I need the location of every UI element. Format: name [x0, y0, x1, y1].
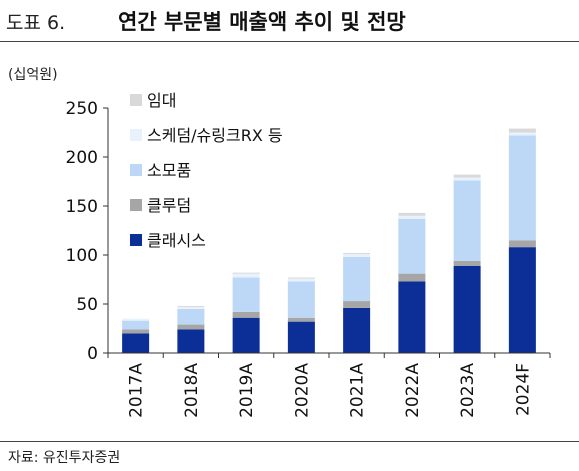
bar-segment: [508, 247, 536, 353]
bar-segment: [287, 321, 315, 353]
legend-swatch: [130, 129, 142, 141]
x-tick-label: 2019A: [237, 363, 257, 418]
y-tick-label: 150: [66, 197, 98, 217]
bar-segment: [343, 307, 371, 353]
bar-segment: [343, 254, 371, 257]
legend-swatch: [130, 199, 142, 211]
bar-segment: [287, 281, 315, 318]
x-tick-label: 2024F: [513, 363, 533, 416]
bar-segment: [398, 215, 426, 219]
bar-segment: [122, 333, 150, 353]
bar-segment: [177, 329, 205, 353]
bar-segment: [398, 273, 426, 282]
bar-segment: [287, 317, 315, 322]
source-note: 자료: 유진투자증권: [8, 450, 121, 466]
x-tick-label: 2021A: [348, 363, 368, 418]
y-tick-label: 0: [87, 344, 98, 364]
figure-header: 도표 6. 연간 부문별 매출액 추이 및 전망: [0, 0, 579, 40]
y-axis: 0 50 100 150 200 250: [66, 99, 109, 364]
bar-stack-2018A: [177, 305, 205, 353]
bar-segment: [232, 317, 260, 353]
bar-segment: [398, 281, 426, 353]
y-tick-label: 50: [76, 295, 98, 315]
bar-stack-2024F: [508, 128, 536, 353]
bar-segment: [287, 278, 315, 282]
bar-segment: [508, 132, 536, 136]
bar-segment: [508, 128, 536, 133]
chart-title: 연간 부문별 매출액 추이 및 전망: [118, 10, 406, 34]
bar-segment: [508, 240, 536, 248]
bar-segment: [177, 305, 205, 307]
y-axis-unit-label: (십억원): [8, 67, 58, 83]
bar-stack-2019A: [232, 272, 260, 353]
bar-segment: [453, 177, 481, 181]
bar-segment: [232, 277, 260, 312]
bar-stack-2021A: [343, 253, 371, 353]
bar-stack-2017A: [122, 318, 150, 353]
legend-label: 소모품: [147, 161, 191, 180]
bar-segment: [177, 308, 205, 325]
bar-segment: [343, 253, 371, 255]
bar-segment: [232, 311, 260, 318]
legend-item: 클래시스: [130, 231, 206, 250]
legend-label: 임대: [147, 91, 176, 110]
bar-segment: [177, 324, 205, 330]
bar-segment: [343, 301, 371, 308]
legend-item: 스케덤/슈링크RX 등: [130, 126, 283, 145]
bar-segment: [122, 329, 150, 334]
legend-label: 스케덤/슈링크RX 등: [147, 126, 283, 145]
legend-item: 소모품: [130, 161, 191, 180]
bar-segment: [453, 174, 481, 178]
x-tick-label: 2022A: [403, 363, 423, 418]
bar-segment: [398, 218, 426, 274]
legend-label: 클루덤: [147, 196, 191, 215]
y-tick-label: 100: [66, 246, 98, 266]
bar-segment: [232, 272, 260, 274]
bar-segment: [453, 180, 481, 261]
bar-stack-2020A: [287, 277, 315, 353]
bar-segment: [343, 256, 371, 302]
legend-swatch: [130, 164, 142, 176]
x-tick-label: 2020A: [292, 363, 312, 418]
legend-swatch: [130, 94, 142, 106]
legend-item: 클루덤: [130, 196, 191, 215]
stacked-bar-chart: 0 50 100 150 200 250 2017A 2018A 2019A 2020A 2021…: [66, 91, 551, 418]
footer-divider: [0, 441, 579, 442]
bar-segment: [453, 260, 481, 266]
figure-label: 도표 6.: [6, 12, 66, 34]
y-tick-label: 250: [66, 99, 98, 119]
bar-segment: [122, 320, 150, 330]
header-divider: [0, 41, 579, 42]
bar-segment: [177, 306, 205, 309]
bar-stack-2023A: [453, 174, 481, 353]
bar-segment: [453, 265, 481, 353]
bar-segment: [287, 277, 315, 279]
legend-item: 임대: [130, 91, 176, 110]
bar-segment: [232, 273, 260, 278]
y-tick-label: 200: [66, 148, 98, 168]
x-tick-label: 2018A: [182, 363, 202, 418]
bar-segment: [398, 212, 426, 216]
legend-swatch: [130, 234, 142, 246]
bar-stack-2022A: [398, 212, 426, 353]
x-tick-label: 2017A: [127, 363, 147, 418]
bar-segment: [508, 135, 536, 241]
x-tick-label: 2023A: [458, 363, 478, 418]
bar-stacks: [122, 128, 536, 353]
bar-segment: [122, 318, 150, 321]
x-axis: 2017A 2018A 2019A 2020A 2021A 2022A 2023A 2024F: [107, 352, 551, 418]
legend-label: 클래시스: [147, 231, 206, 250]
